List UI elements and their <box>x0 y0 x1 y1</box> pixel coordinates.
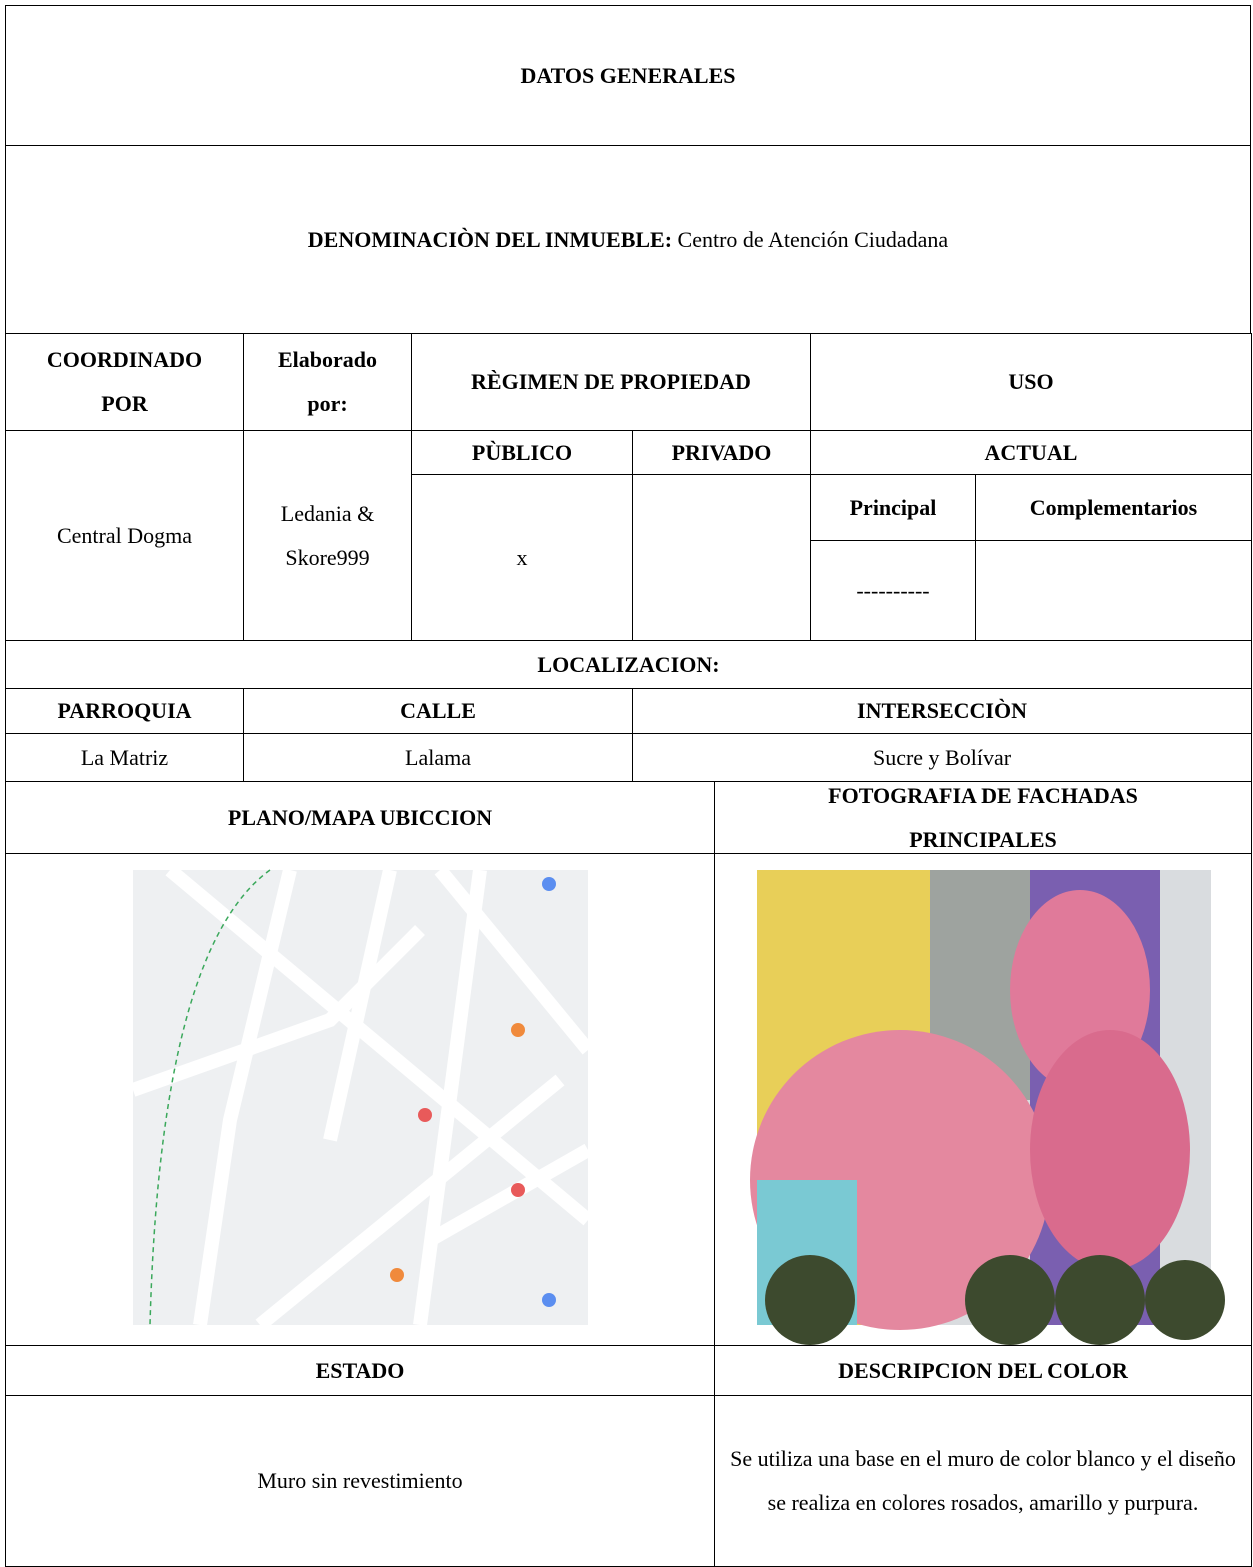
private-header: PRIVADO <box>671 439 772 465</box>
map-header: PLANO/MAPA UBICCION <box>227 804 493 830</box>
complementary-header: Complementarios <box>1029 494 1198 520</box>
color-value-cell: Se utiliza una base en el muro de color … <box>714 1395 1252 1567</box>
color-header: DESCRIPCION DEL COLOR <box>838 1357 1128 1383</box>
location-header: LOCALIZACION: <box>537 651 720 677</box>
color-value: Se utiliza una base en el muro de color … <box>730 1446 1236 1515</box>
parish-header: PARROQUIA <box>57 698 192 723</box>
title: DATOS GENERALES <box>520 62 736 88</box>
photo-header: FOTOGRAFIA DE FACHADAS PRINCIPALES <box>828 782 1138 852</box>
elaborated-header: Elaborado por: <box>277 347 378 416</box>
elaborated-value-cell: Ledania & Skore999 <box>243 430 412 641</box>
state-value: Muro sin revestimiento <box>257 1468 463 1493</box>
state-header: ESTADO <box>315 1357 405 1383</box>
use-header: USO <box>1008 369 1054 394</box>
denomination-value: Centro de Atención Ciudadana <box>677 226 949 252</box>
denomination-label: DENOMINACIÒN DEL INMUEBLE: <box>307 226 673 252</box>
coordinated-value-cell: Central Dogma <box>5 430 244 641</box>
parish-value: La Matriz <box>80 744 169 770</box>
principal-value: ---------- <box>856 577 930 603</box>
elaborated-header-cell: Elaborado por: <box>243 333 412 431</box>
elaborated-value: Ledania & Skore999 <box>280 500 375 570</box>
complementary-header-cell: Complementarios <box>975 474 1252 541</box>
coordinated-header: COORDINADO POR <box>46 347 203 416</box>
intersection-value: Sucre y Bolívar <box>872 744 1012 770</box>
public-header: PÙBLICO <box>471 439 573 465</box>
current-header: ACTUAL <box>984 439 1078 465</box>
public-value: x <box>516 544 528 570</box>
regime-header: RÈGIMEN DE PROPIEDAD <box>471 369 751 394</box>
street-header: CALLE <box>400 698 476 723</box>
street-value: Lalama <box>405 744 471 770</box>
principal-header: Principal <box>849 494 937 520</box>
state-value-cell: Muro sin revestimiento <box>5 1395 715 1567</box>
intersection-header: INTERSECCIÒN <box>857 698 1027 723</box>
coordinated-value: Central Dogma <box>56 522 193 548</box>
facade-photo <box>750 870 1225 1345</box>
map-image <box>130 864 594 1331</box>
